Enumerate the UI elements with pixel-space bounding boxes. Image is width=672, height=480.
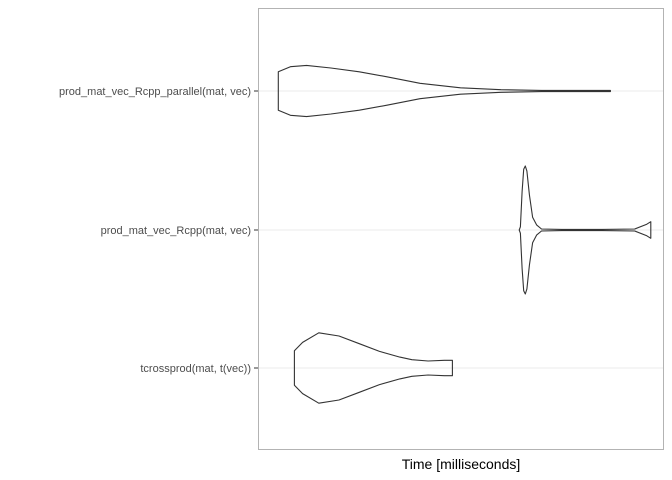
y-tick-label: prod_mat_vec_Rcpp(mat, vec) [101,225,251,237]
plot-panel-border [258,8,664,450]
y-axis-ticks [254,90,258,369]
violin-shape [518,165,652,295]
x-axis-title: Time [milliseconds] [402,456,521,472]
gridlines [258,90,663,369]
y-tick-label: tcrossprod(mat, t(vec)) [140,363,251,375]
y-axis-tick-labels: prod_mat_vec_Rcpp_parallel(mat, vec) prod… [59,86,251,375]
y-tick-label: prod_mat_vec_Rcpp_parallel(mat, vec) [59,86,251,98]
violin-shape [293,332,453,404]
violin-shape [277,64,611,118]
violins [277,64,652,404]
